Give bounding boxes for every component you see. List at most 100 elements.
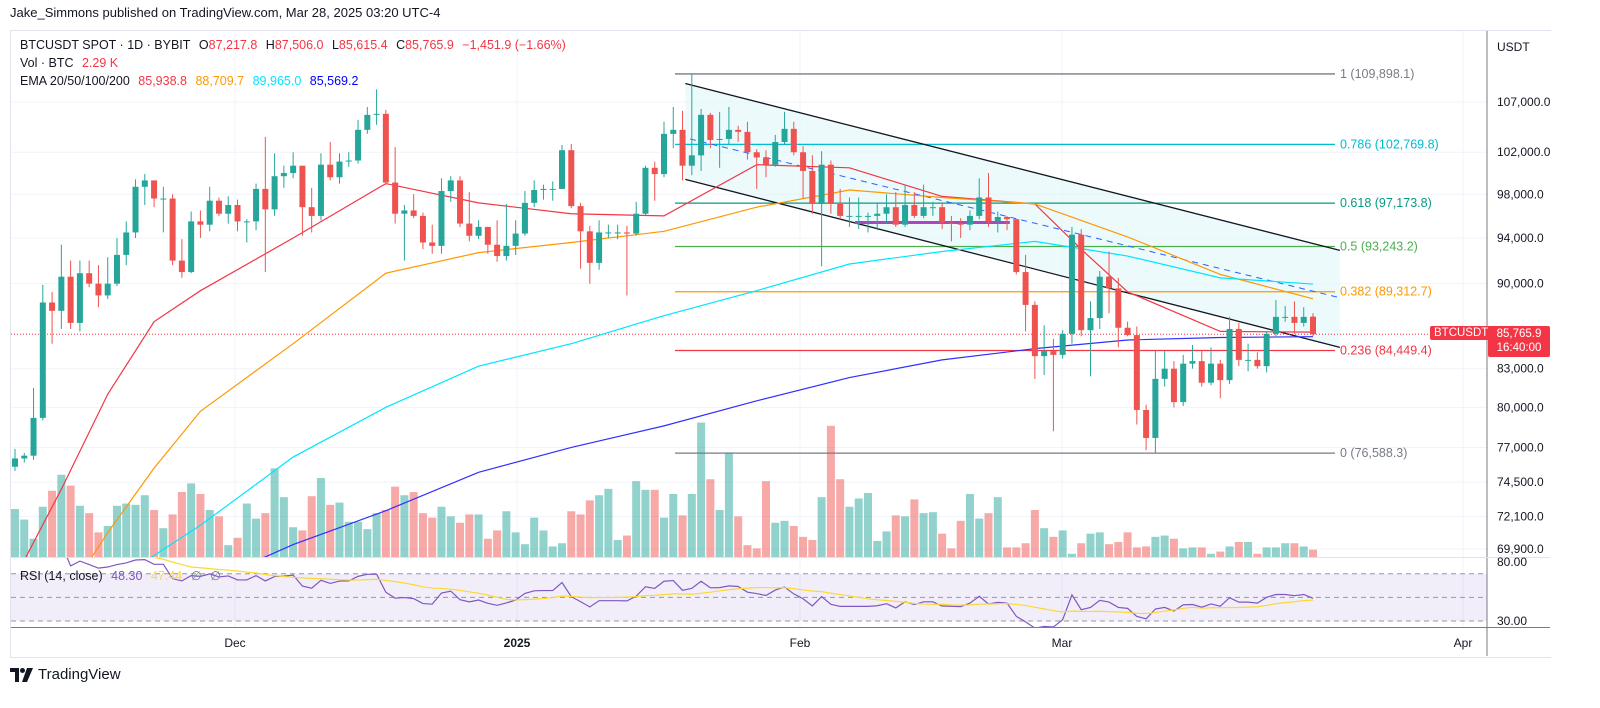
candle-body bbox=[753, 152, 760, 158]
candle-body bbox=[373, 113, 380, 115]
channel-lower-line bbox=[685, 178, 1341, 349]
candle-body bbox=[837, 203, 844, 216]
volume-bar bbox=[1244, 541, 1253, 557]
candle-body bbox=[410, 210, 417, 216]
volume-bar bbox=[252, 518, 261, 557]
volume-bars bbox=[11, 422, 1317, 557]
candle-body bbox=[336, 161, 343, 178]
volume-bar bbox=[75, 505, 84, 557]
candle-body bbox=[243, 221, 250, 223]
volume-bar bbox=[48, 490, 57, 557]
candle-body bbox=[95, 283, 102, 296]
candle-body bbox=[1245, 359, 1252, 361]
volume-bar bbox=[261, 513, 270, 557]
volume-bar bbox=[474, 514, 483, 557]
low-value: 85,615.4 bbox=[338, 38, 388, 52]
volume-bar bbox=[1290, 543, 1299, 557]
currency-label[interactable]: USDT bbox=[1497, 40, 1530, 54]
volume-bar bbox=[539, 530, 548, 557]
candle-body bbox=[113, 254, 120, 284]
candle-body bbox=[642, 167, 649, 214]
candle-body bbox=[883, 207, 890, 214]
price-axis-label: 102,000.0 bbox=[1497, 145, 1551, 159]
rsi-value: 48.30 bbox=[111, 569, 143, 583]
volume-bar bbox=[1049, 536, 1058, 557]
drawings[interactable] bbox=[11, 73, 1487, 454]
volume-bar bbox=[1105, 544, 1114, 557]
volume-bar bbox=[233, 537, 242, 557]
volume-bar bbox=[1216, 551, 1225, 557]
volume-bar bbox=[112, 505, 121, 557]
candle-body bbox=[688, 155, 695, 166]
volume-bar bbox=[1132, 547, 1141, 557]
candle-body bbox=[549, 188, 556, 190]
candle-body bbox=[345, 160, 352, 162]
volume-bar bbox=[928, 512, 937, 557]
candle-body bbox=[382, 113, 389, 183]
candle-body bbox=[39, 302, 46, 418]
tradingview-logo-icon bbox=[10, 667, 33, 682]
rsi-empty-value-1: ∅ bbox=[190, 569, 202, 583]
volume-bar bbox=[131, 504, 140, 557]
volume-bar bbox=[29, 538, 38, 557]
volume-bar bbox=[1151, 536, 1160, 557]
fib-level-label: 0 (76,588.3) bbox=[1340, 446, 1407, 460]
candle-body bbox=[531, 189, 538, 203]
volume-bar bbox=[530, 517, 539, 557]
price-axis-label: 94,000.0 bbox=[1497, 231, 1544, 245]
candle-body bbox=[846, 215, 853, 217]
candle-body bbox=[698, 114, 705, 156]
volume-bar bbox=[224, 545, 233, 557]
fib-level-label: 1 (109,898.1) bbox=[1340, 67, 1414, 81]
rsi-empty-value-2: ∅ bbox=[210, 569, 221, 583]
price-axis-label: 72,100.0 bbox=[1497, 510, 1544, 524]
time-label-feb: Feb bbox=[789, 636, 811, 650]
candle-body bbox=[827, 164, 834, 204]
volume-bar bbox=[122, 503, 131, 557]
candle-body bbox=[355, 129, 362, 161]
ema100-value: 89,965.0 bbox=[252, 74, 302, 88]
volume-bar bbox=[38, 506, 47, 557]
rsi-label[interactable]: RSI (14, close) bbox=[20, 569, 103, 583]
volume-bar bbox=[57, 474, 66, 557]
symbol-label[interactable]: BTCUSDT SPOT · 1D · BYBIT bbox=[20, 38, 191, 52]
volume-label[interactable]: Vol · BTC bbox=[20, 56, 74, 70]
bar-countdown: 16:40:00 bbox=[1496, 342, 1542, 355]
symbol-price-tag: BTCUSDT bbox=[1430, 326, 1493, 341]
volume-bar bbox=[1160, 535, 1169, 557]
tradingview-logo[interactable]: TradingView bbox=[10, 666, 121, 683]
volume-bar bbox=[919, 513, 928, 557]
candle-body bbox=[1041, 351, 1048, 357]
candle-body bbox=[790, 128, 797, 153]
candle-body bbox=[948, 222, 955, 224]
volume-bar bbox=[558, 543, 567, 557]
candle-body bbox=[1152, 378, 1159, 438]
candle-body bbox=[1004, 216, 1011, 220]
candle-body bbox=[30, 417, 37, 456]
candle-body bbox=[1124, 327, 1131, 336]
candle-body bbox=[1013, 219, 1020, 273]
candle-body bbox=[994, 216, 1001, 222]
volume-bar bbox=[1142, 546, 1151, 557]
candle-body bbox=[586, 231, 593, 263]
candle-body bbox=[1272, 316, 1279, 334]
volume-bar bbox=[511, 532, 520, 557]
volume-bar bbox=[1309, 549, 1317, 557]
volume-bar bbox=[11, 509, 19, 557]
candle-body bbox=[401, 210, 408, 214]
volume-bar bbox=[1086, 533, 1095, 557]
volume-bar bbox=[1169, 538, 1178, 557]
volume-bar bbox=[363, 529, 372, 557]
volume-bar bbox=[1207, 553, 1216, 557]
candle-body bbox=[1170, 368, 1177, 403]
volume-bar bbox=[891, 515, 900, 557]
candle-body bbox=[568, 150, 575, 207]
change-value: −1,451.9 (−1.66%) bbox=[462, 38, 566, 52]
volume-bar bbox=[993, 497, 1002, 557]
candle-body bbox=[1096, 276, 1103, 319]
volume-bar bbox=[1021, 543, 1030, 557]
ema-label[interactable]: EMA 20/50/100/200 bbox=[20, 74, 130, 88]
volume-bar bbox=[1114, 541, 1123, 557]
volume-bar bbox=[715, 509, 724, 557]
